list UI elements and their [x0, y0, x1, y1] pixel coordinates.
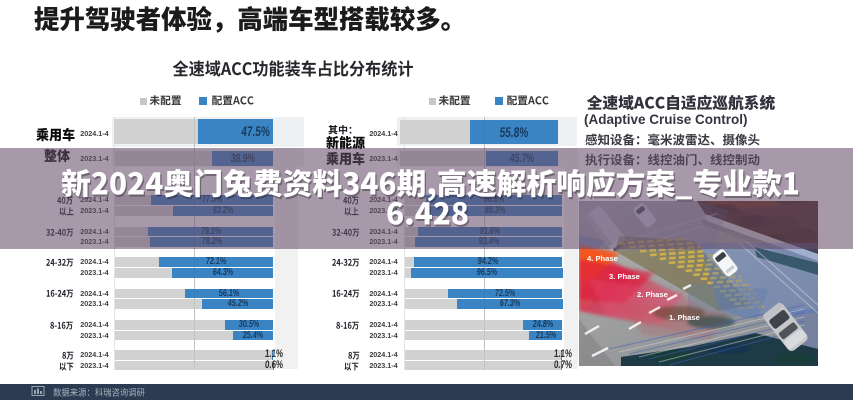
- svg-text:4. Phase: 4. Phase: [587, 254, 618, 263]
- svg-text:1. Phase: 1. Phase: [669, 313, 700, 322]
- svg-text:3. Phase: 3. Phase: [609, 272, 640, 281]
- svg-text:2. Phase: 2. Phase: [637, 290, 668, 299]
